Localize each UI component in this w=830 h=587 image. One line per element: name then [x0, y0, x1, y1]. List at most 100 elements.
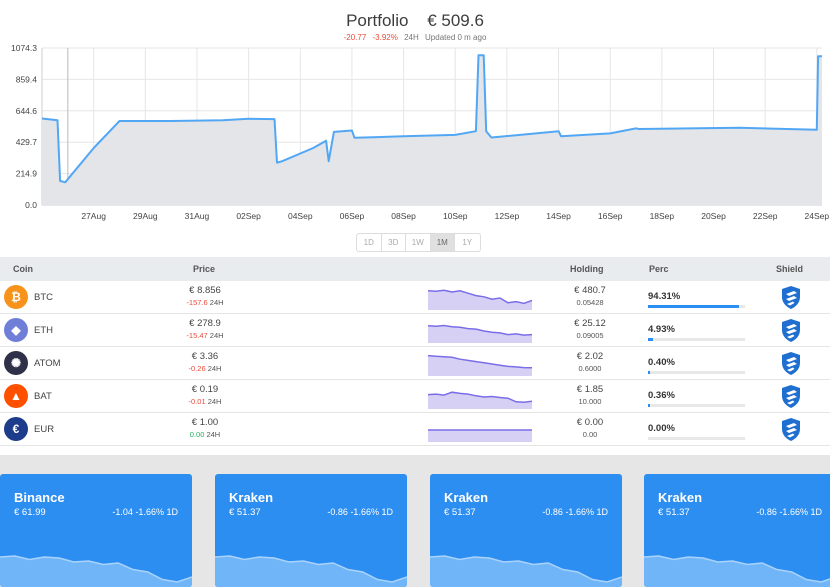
range-button-1m[interactable]: 1M	[430, 234, 455, 251]
x-tick-label: 20Sep	[701, 211, 726, 221]
y-tick-label: 429.7	[16, 137, 38, 147]
portfolio-percentage: 94.31%	[648, 291, 681, 302]
price-change: -0.01 24H	[140, 397, 270, 406]
sparkline-line	[428, 391, 532, 404]
table-row[interactable]: ◆ ETH € 278.9 -15.47 24H € 25.12 0.09005 4.93%	[0, 314, 830, 347]
shield-icon[interactable]	[780, 351, 802, 376]
exchange-value: € 51.37	[444, 507, 476, 518]
holding-amount: 0.05428	[576, 298, 604, 307]
shield-icon[interactable]	[780, 318, 802, 343]
coin-price: € 3.36	[191, 351, 219, 362]
table-row[interactable]: ✺ ATOM € 3.36 -0.26 24H € 2.02 0.6000 0.40%	[0, 347, 830, 380]
sparkline-area	[428, 290, 532, 310]
x-tick-label: 08Sep	[391, 211, 416, 221]
y-tick-label: 644.6	[16, 106, 38, 116]
y-tick-label: 859.4	[16, 74, 38, 84]
percentage-bar	[648, 305, 745, 308]
table-row[interactable]: ▲ BAT € 0.19 -0.01 24H € 1.85 10.000 0.36%	[0, 380, 830, 413]
range-button-1d[interactable]: 1D	[357, 234, 382, 251]
header-coin: Coin	[13, 264, 33, 274]
coin-symbol: EUR	[34, 424, 55, 435]
coin-symbol: ATOM	[34, 358, 61, 369]
portfolio-change-period: 24H	[404, 33, 419, 42]
exchange-change-period: 1D	[166, 507, 178, 517]
sparkline-area	[428, 355, 532, 376]
table-row[interactable]: € EUR € 1.00 0.00 24H € 0.00 0.00 0.00%	[0, 413, 830, 446]
percentage-bar	[648, 371, 745, 374]
price-cell: € 1.00 0.00 24H	[140, 417, 270, 439]
holding-value: € 2.02	[576, 351, 604, 362]
exchange-change: -1.04 -1.66% 1D	[112, 507, 178, 517]
x-tick-label: 22Sep	[753, 211, 778, 221]
x-tick-label: 12Sep	[495, 211, 520, 221]
portfolio-percentage: 0.00%	[648, 423, 675, 434]
holding-cell: € 25.12 0.09005	[540, 318, 640, 340]
price-cell: € 8.856 -157.6 24H	[140, 285, 270, 307]
range-button-3d[interactable]: 3D	[382, 234, 406, 251]
exchange-change-abs: -0.86	[542, 507, 563, 517]
price-change: 0.00 24H	[140, 430, 270, 439]
exchange-change-period: 1D	[596, 507, 608, 517]
portfolio-chart[interactable]: 1074.3 859.4 644.6 429.7 214.9 0.0 27Aug 29Aug 3…	[0, 40, 830, 230]
exchange-name: Kraken	[444, 490, 489, 505]
holding-cell: € 480.7 0.05428	[540, 285, 640, 307]
exchange-sparkline	[430, 555, 622, 587]
sparkline-area	[428, 392, 532, 409]
x-tick-label: 18Sep	[650, 211, 675, 221]
shield-icon[interactable]	[780, 417, 802, 442]
exchange-sparkline-line	[430, 555, 622, 583]
holding-value: € 480.7	[574, 285, 606, 296]
shield-icon[interactable]	[780, 285, 802, 310]
ethereum-icon: ◆	[4, 318, 28, 342]
exchange-change-period: 1D	[381, 507, 393, 517]
portfolio-title-label: Portfolio	[346, 11, 409, 30]
percentage-bar-fill	[648, 338, 653, 341]
coin-sparkline	[428, 354, 532, 376]
shield-icon[interactable]	[780, 384, 802, 409]
cosmos-icon: ✺	[4, 351, 28, 375]
x-tick-label: 02Sep	[236, 211, 261, 221]
table-row[interactable]: ₿ BTC € 8.856 -157.6 24H € 480.7 0.05428 94.31…	[0, 281, 830, 314]
exchange-name: Kraken	[229, 490, 274, 505]
range-button-1w[interactable]: 1W	[406, 234, 431, 251]
exchange-change: -0.86 -1.66% 1D	[756, 507, 822, 517]
y-tick-label: 1074.3	[11, 43, 37, 53]
exchange-value: € 51.37	[229, 507, 261, 518]
x-tick-label: 31Aug	[185, 211, 210, 221]
portfolio-change-abs: -20.77	[343, 33, 367, 42]
coin-sparkline	[428, 324, 532, 343]
portfolio-header: Portfolio € 509.6 -20.77 -3.92% 24H Upda…	[0, 0, 830, 46]
portfolio-value: € 509.6	[427, 11, 484, 30]
price-change-period: 24H	[209, 331, 224, 340]
range-selector: 1D 3D 1W 1M 1Y	[356, 233, 481, 252]
exchange-change-period: 1D	[810, 507, 822, 517]
coin-symbol: BTC	[34, 292, 53, 303]
exchange-card[interactable]: Kraken € 51.37 -0.86 -1.66% 1D	[644, 474, 830, 587]
price-change-period: 24H	[207, 364, 222, 373]
x-tick-label: 24Sep	[805, 211, 830, 221]
exchange-change: -0.86 -1.66% 1D	[327, 507, 393, 517]
price-change-value: -157.6	[186, 298, 208, 307]
exchange-card[interactable]: Kraken € 51.37 -0.86 -1.66% 1D	[430, 474, 622, 587]
exchange-card[interactable]: Binance € 61.99 -1.04 -1.66% 1D	[0, 474, 192, 587]
holding-amount: 0.6000	[578, 364, 602, 373]
y-tick-label: 214.9	[16, 169, 38, 179]
coin-sparkline	[428, 289, 532, 310]
price-change: -15.47 24H	[140, 331, 270, 340]
exchange-sparkline-area	[0, 556, 192, 587]
exchange-sparkline-line	[215, 555, 407, 583]
coin-price: € 1.00	[191, 417, 219, 428]
exchange-name: Binance	[14, 490, 65, 505]
range-button-1y[interactable]: 1Y	[462, 238, 473, 247]
exchange-change-pct: -1.66%	[779, 507, 808, 517]
holding-amount: 0.09005	[576, 331, 604, 340]
holding-value: € 0.00	[576, 417, 604, 428]
price-change-period: 24H	[207, 397, 222, 406]
y-tick-label: 0.0	[25, 200, 37, 210]
x-tick-label: 04Sep	[288, 211, 313, 221]
exchange-change-abs: -1.04	[112, 507, 133, 517]
exchange-sparkline-area	[215, 556, 407, 587]
sparkline-line	[428, 354, 532, 369]
exchange-value: € 51.37	[658, 507, 690, 518]
exchange-card[interactable]: Kraken € 51.37 -0.86 -1.66% 1D	[215, 474, 407, 587]
